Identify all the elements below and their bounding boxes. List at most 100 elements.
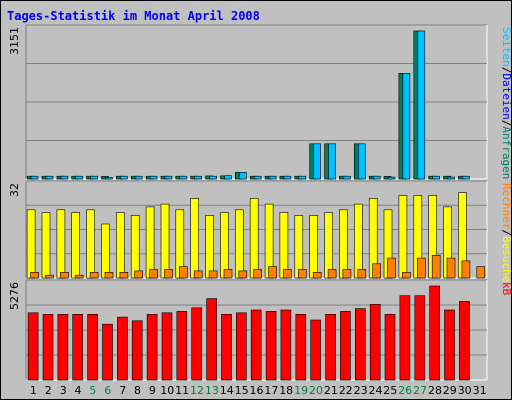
bar-besuche — [86, 209, 95, 279]
x-tick-label: 10 — [160, 384, 174, 397]
x-tick-label: 1 — [30, 384, 37, 397]
x-tick-label: 30 — [458, 384, 472, 397]
x-tick-label: 11 — [175, 384, 189, 397]
legend-entry: Besuche — [500, 236, 511, 282]
bar-kb — [102, 323, 113, 381]
x-tick-label: 2 — [45, 384, 52, 397]
bar-dateien — [134, 175, 143, 180]
bar-dateien — [179, 175, 188, 180]
bar-besuche — [145, 206, 155, 279]
axis-max-label: 3151 — [8, 27, 21, 55]
bar-besuche — [116, 212, 125, 279]
bar-besuche — [279, 212, 289, 279]
bar-rechner — [446, 257, 456, 279]
x-tick-label: 3 — [60, 384, 67, 397]
x-tick-label: 9 — [149, 384, 156, 397]
bar-besuche — [294, 215, 304, 279]
bar-rechner — [297, 269, 307, 279]
bar-besuche — [205, 215, 214, 279]
bar-kb — [354, 308, 366, 381]
bar-dateien — [387, 176, 396, 180]
bar-dateien — [60, 175, 69, 180]
bar-dateien — [402, 73, 411, 180]
bar-besuche — [130, 215, 140, 279]
bar-kb — [161, 312, 173, 381]
x-tick-label: 20 — [309, 384, 323, 397]
bar-rechner — [476, 266, 486, 279]
x-tick-label: 17 — [264, 384, 278, 397]
bar-rechner — [45, 274, 54, 279]
x-tick-label: 21 — [324, 384, 338, 397]
bar-besuche — [398, 195, 408, 279]
bar-dateien — [253, 175, 262, 180]
bar-rechner — [431, 255, 441, 279]
bar-rechner — [119, 271, 129, 279]
x-tick-label: 15 — [235, 384, 249, 397]
bar-kb — [414, 295, 426, 381]
legend-entry: / — [500, 120, 511, 127]
bar-rechner — [179, 266, 188, 279]
legend-entry: Dateien — [500, 73, 511, 119]
bar-kb — [27, 312, 39, 381]
bar-rechner — [223, 269, 233, 279]
bar-kb — [250, 309, 262, 381]
bar-dateien — [447, 176, 455, 180]
bar-rechner — [402, 271, 411, 279]
panel-legend: Seiten/Dateien/Anfragen — [500, 27, 511, 179]
bar-dateien — [283, 175, 292, 180]
legend-entry: Rechner — [500, 183, 511, 230]
bar-rechner — [357, 269, 367, 279]
x-tick-label: 16 — [250, 384, 264, 397]
chart-title: Tages-Statistik im Monat April 2008 — [7, 9, 260, 23]
bar-besuche — [71, 212, 80, 279]
bar-besuche — [309, 215, 319, 279]
bar-rechner — [238, 270, 248, 279]
x-tick-label: 26 — [398, 384, 412, 397]
x-tick-label: 12 — [190, 384, 204, 397]
bar-dateien — [209, 175, 217, 180]
bar-kb — [72, 313, 83, 381]
panel-legend: Rechner/Besuche — [500, 183, 511, 282]
bar-kb — [146, 313, 158, 381]
legend-entry: / — [500, 229, 511, 236]
bar-dateien — [432, 175, 441, 180]
bar-dateien — [268, 175, 277, 180]
bar-kb — [399, 295, 411, 381]
bar-rechner — [387, 257, 396, 279]
bar-besuche — [249, 198, 259, 279]
bar-kb — [117, 316, 128, 381]
bar-dateien — [462, 175, 470, 180]
x-tick-label: 5 — [89, 384, 96, 397]
bar-dateien — [224, 175, 232, 180]
bar-dateien — [164, 175, 173, 180]
bar-rechner — [342, 269, 352, 279]
bar-rechner — [104, 271, 114, 279]
bar-besuche — [56, 209, 66, 279]
x-tick-label: 27 — [413, 384, 427, 397]
bar-dateien — [239, 172, 247, 180]
bar-besuche — [101, 223, 110, 279]
bar-dateien — [75, 175, 83, 180]
x-tick-label: 18 — [279, 384, 293, 397]
x-tick-label: 7 — [119, 384, 126, 397]
bar-dateien — [313, 143, 322, 180]
bar-kb — [295, 313, 307, 381]
bar-besuche — [220, 212, 229, 279]
bar-kb — [265, 311, 277, 381]
bar-dateien — [30, 175, 39, 180]
x-tick-label: 29 — [443, 384, 457, 397]
bar-besuche — [160, 203, 170, 279]
bar-kb — [87, 313, 98, 381]
bar-besuche — [339, 209, 348, 279]
bar-rechner — [327, 269, 337, 279]
legend-entry: Seiten — [500, 27, 511, 67]
x-tick-label: 19 — [294, 384, 308, 397]
x-tick-label: 28 — [428, 384, 442, 397]
bar-kb — [325, 313, 336, 381]
bar-dateien — [194, 175, 202, 180]
x-tick-label: 25 — [383, 384, 397, 397]
bar-rechner — [193, 270, 203, 279]
x-tick-label: 31 — [473, 384, 487, 397]
bar-dateien — [149, 175, 158, 180]
